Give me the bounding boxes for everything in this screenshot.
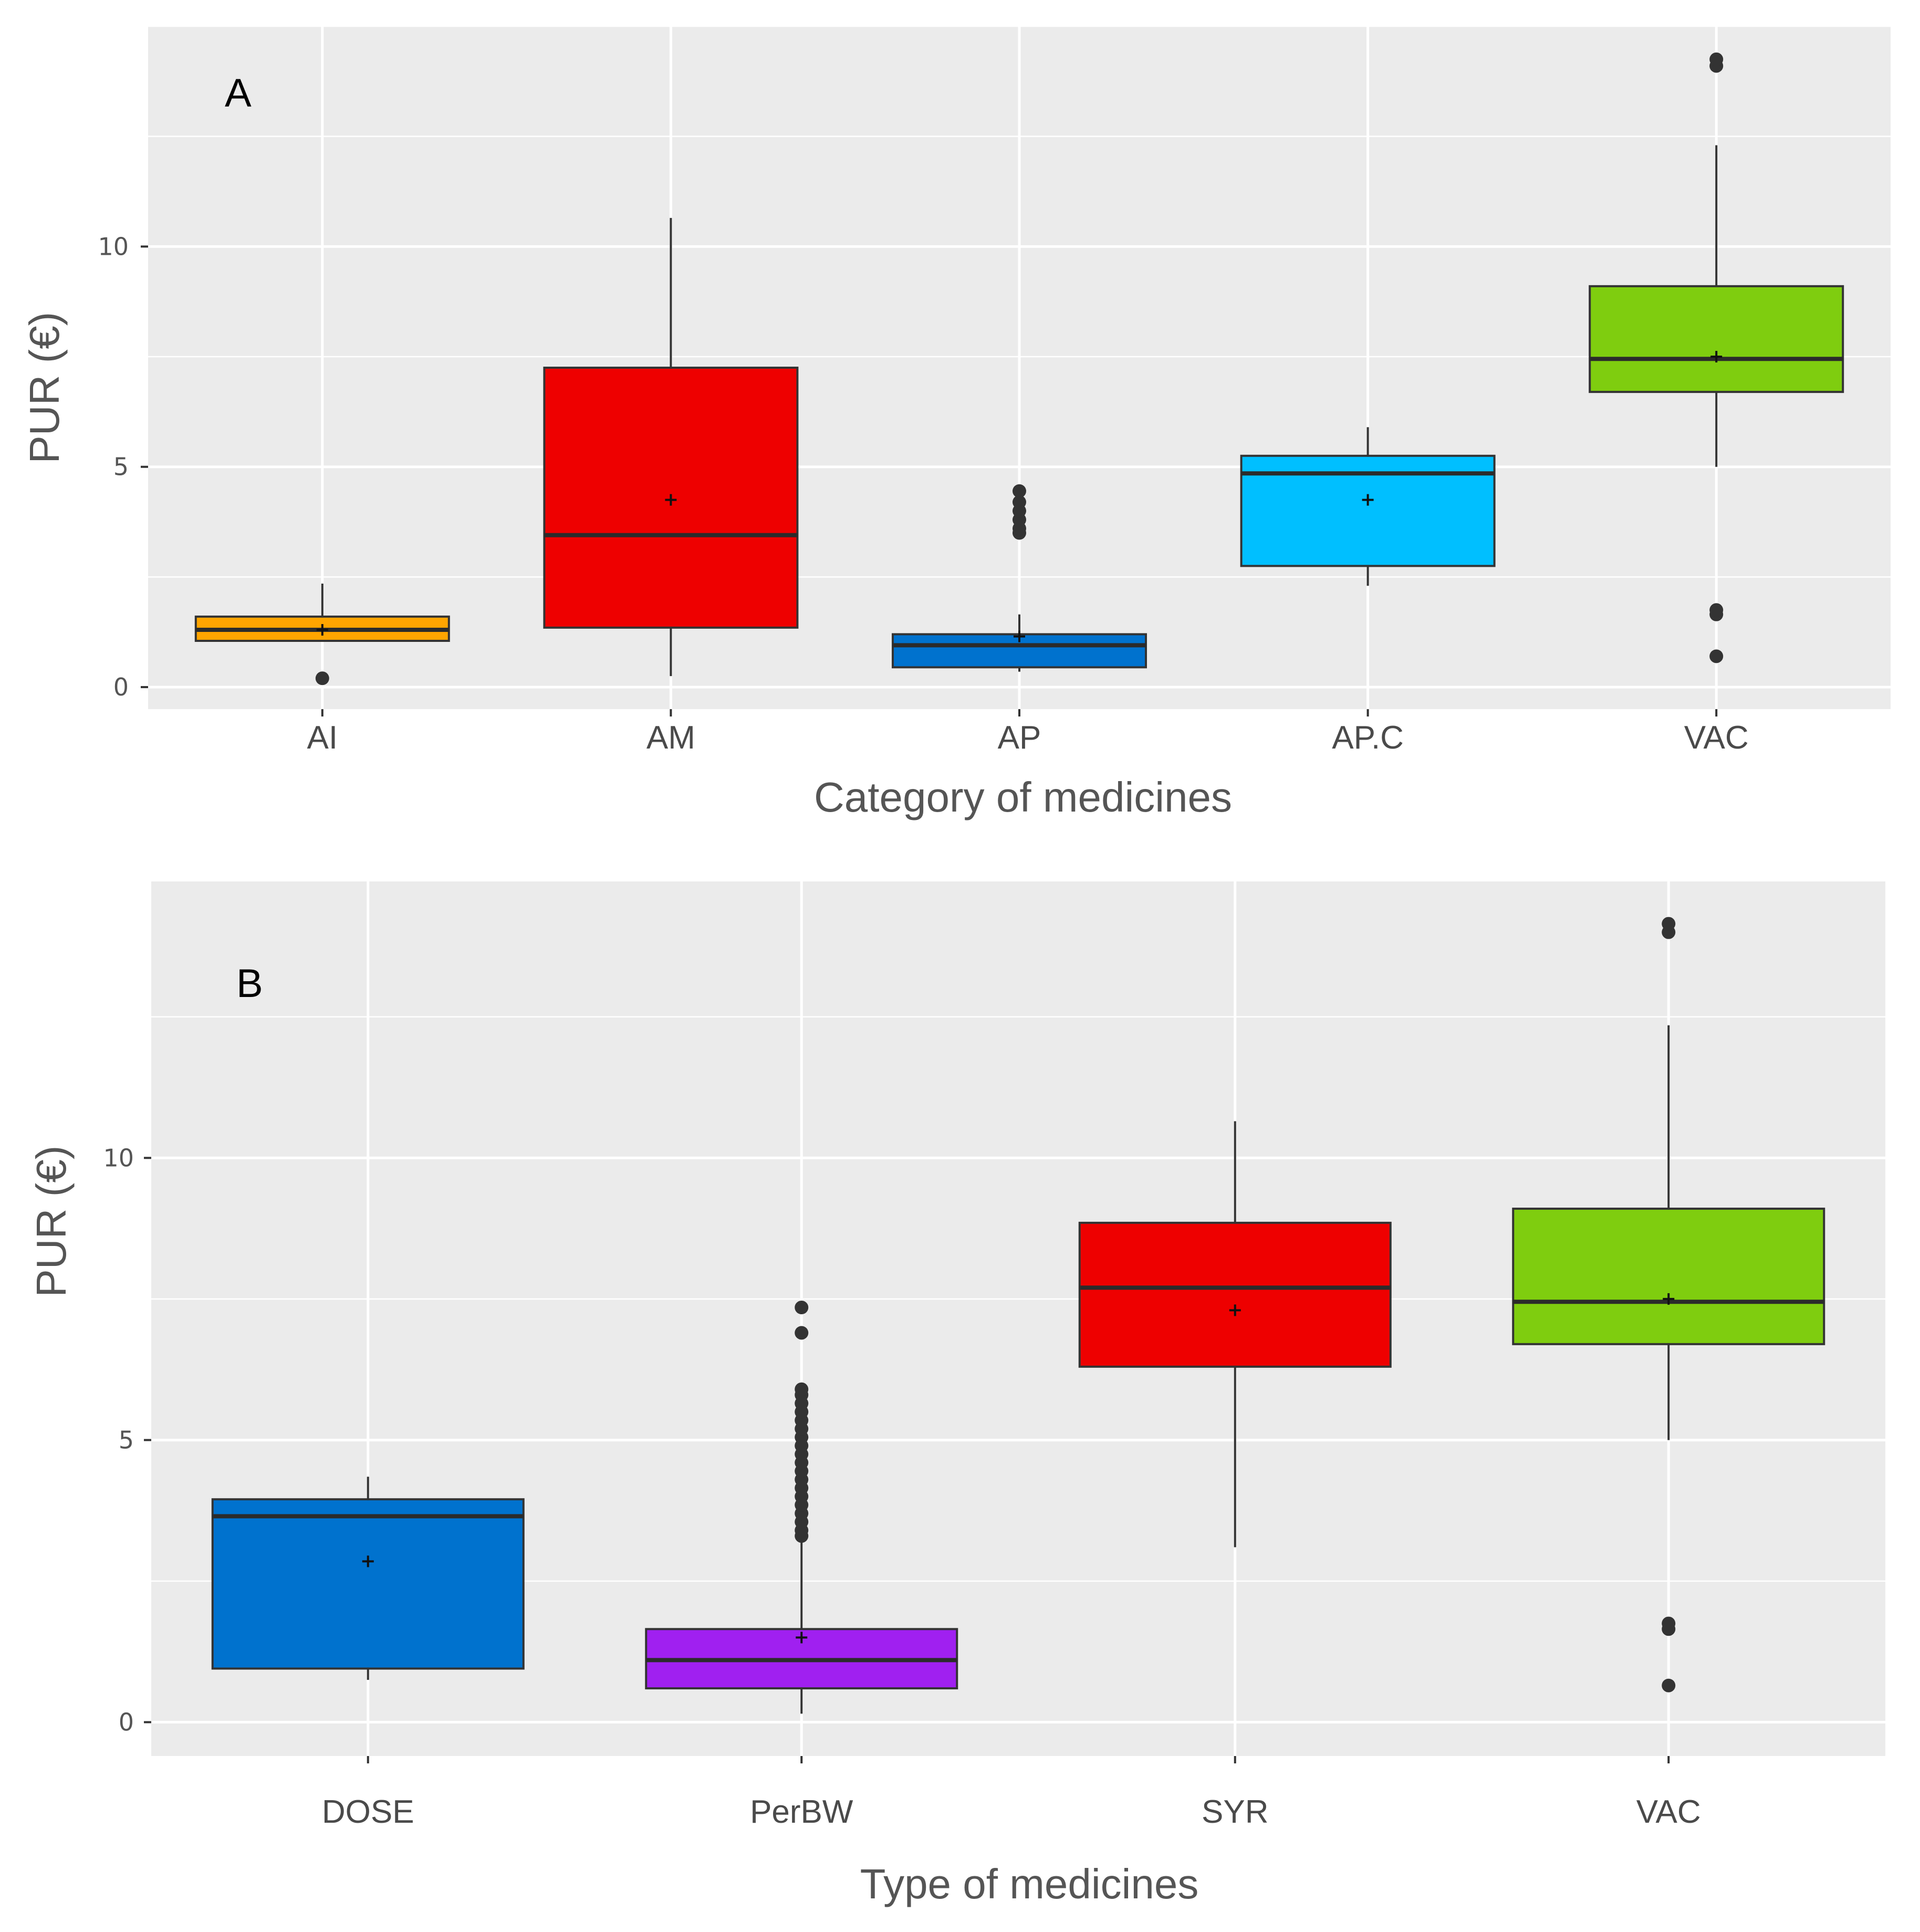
- y-tick-label: 0: [113, 673, 129, 701]
- y-tick-label: 10: [98, 232, 129, 261]
- x-ticks-b: DOSE PerBW SYR VAC: [322, 1756, 1701, 1830]
- panel-b: 0 5 10 DOSE PerBW SYR VAC B Type of medicines…: [28, 881, 1885, 1907]
- boxes-a: [194, 52, 1844, 685]
- x-tick-label-dose: DOSE: [322, 1794, 414, 1830]
- outlier-point: [1709, 603, 1724, 617]
- y-tick-label: 5: [113, 453, 129, 481]
- x-tick-label-perbw: PerBW: [750, 1794, 853, 1830]
- outlier-point: [795, 1301, 809, 1315]
- box-vac: [1512, 917, 1825, 1692]
- outlier-point: [1662, 1616, 1676, 1630]
- outlier-point: [315, 671, 329, 685]
- outlier-point: [1709, 649, 1724, 663]
- box-dose: [211, 1477, 525, 1680]
- iqr-box: [211, 1498, 525, 1670]
- boxes-b: [211, 917, 1825, 1714]
- x-tick-label-am: AM: [646, 720, 695, 756]
- box-am: [543, 217, 799, 677]
- iqr-box: [1078, 1221, 1392, 1368]
- x-tick-label-vac: VAC: [1636, 1794, 1701, 1830]
- iqr-box: [1512, 1208, 1825, 1345]
- panel-label-a: A: [225, 71, 252, 116]
- y-tick-label: 5: [119, 1426, 134, 1454]
- x-tick-label-syr: SYR: [1202, 1794, 1268, 1830]
- box-ai: [194, 583, 450, 685]
- outlier-point: [1662, 1678, 1676, 1692]
- panel-a: 0 5 10 AI AM AP AP.C VAC A Category of medicin…: [21, 25, 1891, 820]
- gridlines-a: [148, 25, 1891, 709]
- outlier-point: [1709, 52, 1724, 66]
- x-tick-label-ai: AI: [307, 720, 338, 756]
- y-axis-title-b: PUR (€): [28, 1146, 75, 1297]
- panel-label-b: B: [236, 961, 263, 1006]
- outlier-point: [795, 1326, 809, 1340]
- y-tick-label: 10: [103, 1144, 134, 1172]
- iqr-box: [1589, 285, 1844, 393]
- outlier-point: [1013, 484, 1026, 498]
- box-syr: [1078, 1121, 1392, 1547]
- outlier-point: [795, 1382, 809, 1396]
- x-axis-title-b: Type of medicines: [860, 1861, 1199, 1907]
- box-ap: [892, 484, 1147, 672]
- x-tick-label-vac: VAC: [1684, 720, 1749, 756]
- outlier-point: [1013, 495, 1026, 509]
- x-tick-label-ap: AP: [998, 720, 1041, 756]
- y-tick-label: 0: [119, 1708, 134, 1737]
- box-ap-c: [1240, 427, 1496, 586]
- x-tick-label-ap-c: AP.C: [1332, 720, 1404, 756]
- y-axis-title-a: PUR (€): [21, 312, 68, 464]
- y-ticks-b: 0 5 10: [103, 1144, 151, 1737]
- x-axis-title-a: Category of medicines: [814, 774, 1232, 820]
- y-ticks-a: 0 5 10: [98, 232, 148, 701]
- box-perbw: [645, 1301, 958, 1714]
- x-ticks-a: AI AM AP AP.C VAC: [307, 709, 1749, 756]
- box-vac: [1589, 52, 1844, 663]
- outlier-point: [1662, 917, 1676, 931]
